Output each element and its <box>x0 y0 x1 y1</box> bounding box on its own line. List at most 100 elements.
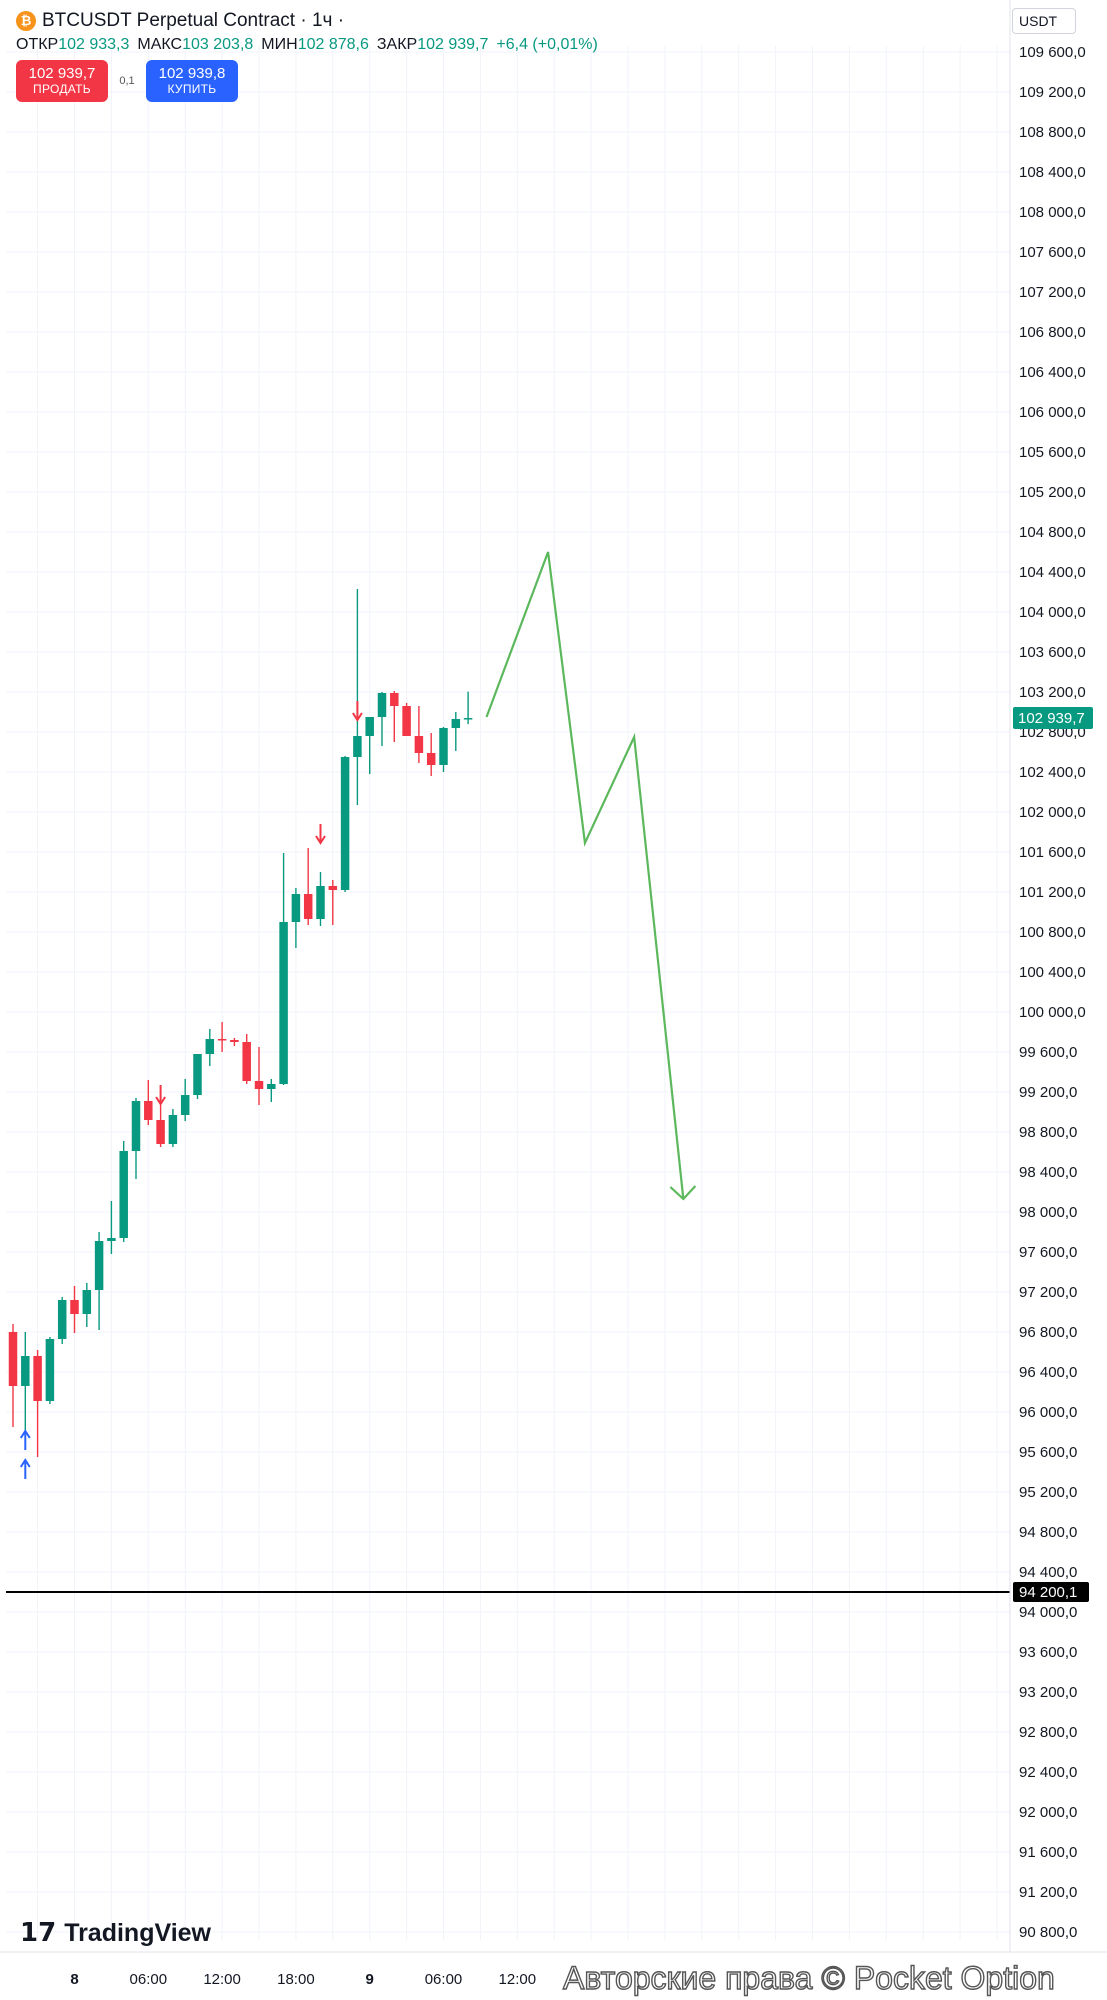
arrow-head <box>19 1429 31 1439</box>
candle-body <box>451 719 461 728</box>
price-tick-label: 108 000,0 <box>1019 204 1086 221</box>
spread-value: 0,1 <box>119 75 135 87</box>
price-tick-label: 91 200,0 <box>1019 1884 1077 1901</box>
candle-body <box>156 1120 165 1144</box>
tradingview-logo[interactable]: 17 TradingView <box>20 1918 211 1948</box>
time-tick-label: 12:00 <box>499 1971 537 1988</box>
price-tick-label: 99 600,0 <box>1019 1044 1077 1061</box>
candle-body <box>217 1039 227 1041</box>
high-label: МАКС <box>137 36 183 53</box>
price-tick-label: 107 200,0 <box>1019 284 1086 301</box>
projection-line <box>485 551 685 1200</box>
price-tick-label: 99 200,0 <box>1019 1084 1077 1101</box>
high-value: 103 203,8 <box>182 36 254 53</box>
support-line-label: 94 200,1 <box>1019 1584 1077 1601</box>
price-axis[interactable]: 109 600,0 109 200,0 108 800,0 108 400,0 108 … <box>0 0 1107 1953</box>
candle <box>70 1286 79 1333</box>
horizontal-line[interactable]: 94 200,1 <box>6 1581 1089 1602</box>
candle-body <box>193 1054 202 1095</box>
candle-body <box>107 1238 116 1241</box>
candle <box>94 1232 104 1330</box>
buy-button[interactable]: 102 939,8 КУПИТЬ <box>146 60 238 102</box>
candle <box>402 703 411 736</box>
candle-body <box>426 753 436 765</box>
price-tick-label: 109 200,0 <box>1019 84 1086 101</box>
price-tick-label: 92 800,0 <box>1019 1724 1077 1741</box>
price-tick-label: 103 600,0 <box>1019 644 1086 661</box>
candle <box>328 880 338 925</box>
time-tick-label: 18:00 <box>277 1971 315 1988</box>
candle-body <box>82 1290 92 1314</box>
price-tick-label: 95 200,0 <box>1019 1484 1077 1501</box>
price-tick-label: 97 600,0 <box>1019 1244 1077 1261</box>
candle <box>439 727 448 772</box>
candle-body <box>279 922 288 1084</box>
candle <box>303 848 313 925</box>
candle-body <box>340 757 350 890</box>
candle <box>451 712 461 751</box>
trade-buttons: 102 939,7 ПРОДАТЬ 0,1 102 939,8 КУПИТЬ <box>16 60 606 102</box>
price-tick-label: 106 400,0 <box>1019 364 1086 381</box>
price-tick-label: 90 800,0 <box>1019 1924 1077 1941</box>
candle <box>180 1079 190 1121</box>
price-tick-label: 108 800,0 <box>1019 124 1086 141</box>
price-tick-label: 105 600,0 <box>1019 444 1086 461</box>
price-tick-label: 105 200,0 <box>1019 484 1086 501</box>
price-tick-label: 106 800,0 <box>1019 324 1086 341</box>
candle <box>267 1079 276 1102</box>
candle <box>414 706 424 763</box>
time-tick-label: 12:00 <box>203 1971 241 1988</box>
buy-label: КУПИТЬ <box>167 81 217 96</box>
candle-body <box>70 1300 79 1314</box>
candle-body <box>267 1084 276 1089</box>
price-tick-label: 109 600,0 <box>1019 44 1086 61</box>
time-axis[interactable]: 8 06:00 12:00 18:00 9 06:00 12:00 <box>70 1971 536 1988</box>
candle <box>119 1141 128 1242</box>
candle-body <box>144 1101 153 1120</box>
arrow-head <box>19 1458 31 1468</box>
candle-body <box>439 728 448 765</box>
candle-body <box>57 1300 67 1339</box>
price-tick-label: 96 000,0 <box>1019 1404 1077 1421</box>
candle <box>82 1283 92 1327</box>
candle <box>377 692 387 746</box>
price-tick-label: 102 400,0 <box>1019 764 1086 781</box>
time-tick-label: 9 <box>366 1971 374 1988</box>
price-tick-label: 93 200,0 <box>1019 1684 1077 1701</box>
arrow-head <box>352 712 363 722</box>
price-tick-label: 107 600,0 <box>1019 244 1086 261</box>
price-tick-label: 92 400,0 <box>1019 1764 1077 1781</box>
price-tick-label: 91 600,0 <box>1019 1844 1077 1861</box>
price-tick-label: 94 400,0 <box>1019 1564 1077 1581</box>
symbol-row[interactable]: ₿ BTCUSDT Perpetual Contract · 1ч · <box>16 8 606 34</box>
candle-body <box>303 894 313 919</box>
candle-body <box>328 886 338 890</box>
candle <box>8 1324 18 1427</box>
candle <box>230 1038 239 1046</box>
price-tick-label: 106 000,0 <box>1019 404 1086 421</box>
symbol-title[interactable]: BTCUSDT Perpetual Contract · 1ч · <box>42 10 345 31</box>
candle <box>217 1022 227 1052</box>
candle-body <box>316 886 325 919</box>
price-tick-label: 101 200,0 <box>1019 884 1086 901</box>
sell-button[interactable]: 102 939,7 ПРОДАТЬ <box>16 60 108 102</box>
price-tick-label: 96 800,0 <box>1019 1324 1077 1341</box>
projection[interactable] <box>485 551 697 1201</box>
candle <box>426 733 436 776</box>
candle <box>45 1337 55 1404</box>
candle-body <box>390 693 399 706</box>
candle <box>291 888 301 948</box>
candle <box>390 691 399 742</box>
candle-body <box>119 1151 128 1238</box>
candle <box>254 1047 264 1105</box>
watermark: Авторские права © Pocket Option <box>562 1959 1055 1996</box>
candle-body <box>463 718 473 720</box>
candle-body <box>168 1115 178 1144</box>
candle-body <box>365 717 374 736</box>
candle-body <box>180 1095 190 1115</box>
currency-selector[interactable]: USDT <box>1012 8 1076 34</box>
arrow-up-icon <box>19 1429 31 1450</box>
candle <box>463 691 473 725</box>
candle <box>316 872 325 926</box>
